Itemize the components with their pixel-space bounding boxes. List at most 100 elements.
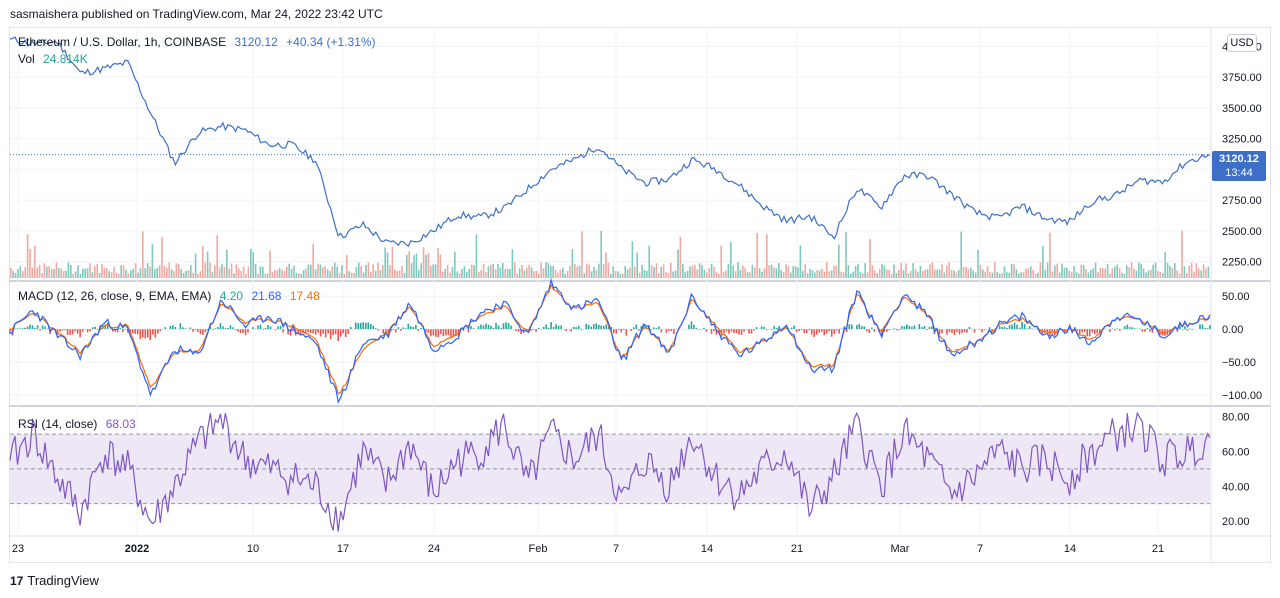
macd-histogram-bar	[1116, 328, 1119, 330]
volume-bar	[1022, 272, 1025, 278]
volume-bar	[396, 271, 398, 278]
macd-histogram-bar	[121, 329, 124, 332]
macd-histogram-bar	[257, 325, 259, 330]
macd-histogram-bar	[845, 329, 848, 332]
macd-histogram-bar	[850, 324, 853, 330]
macd-histogram-bar	[212, 329, 214, 331]
volume-bar	[65, 270, 67, 278]
volume-bar	[302, 270, 305, 278]
volume-bar	[34, 245, 36, 278]
volume-bar	[679, 236, 682, 278]
volume-bar	[686, 270, 689, 278]
volume-bar	[598, 263, 600, 278]
macd-histogram-bar	[913, 325, 916, 330]
volume-bar	[492, 263, 494, 278]
volume-bar	[242, 266, 245, 278]
macd-histogram-bar	[906, 324, 908, 330]
macd-histogram-bar	[192, 329, 194, 332]
macd-histogram-bar	[332, 329, 334, 336]
macd-histogram-bar	[372, 325, 375, 330]
volume-bar	[1178, 273, 1181, 278]
macd-histogram-bar	[247, 329, 249, 333]
rsi-label[interactable]: RSI (14, close)	[18, 417, 98, 431]
volume-bar	[502, 262, 504, 278]
macd-histogram-bar	[931, 326, 933, 330]
macd-histogram-bar	[452, 329, 455, 337]
macd-histogram-bar	[495, 322, 497, 330]
volume-bar	[559, 269, 562, 278]
volume-bar	[278, 267, 281, 278]
volume-bar	[1063, 267, 1066, 278]
volume-bar	[797, 267, 799, 278]
macd-histogram-bar	[182, 327, 184, 330]
macd-histogram-bar	[963, 329, 966, 332]
volume-bar	[446, 264, 449, 278]
volume-bar	[418, 269, 420, 278]
volume-bar	[965, 266, 967, 278]
volume-bar	[962, 266, 965, 278]
macd-histogram-bar	[1161, 329, 1164, 336]
macd-histogram-bar	[790, 327, 793, 330]
macd-histogram-bar	[1098, 329, 1101, 335]
volume-bar	[1003, 266, 1006, 278]
tradingview-brand[interactable]: 17 TradingView	[10, 573, 99, 588]
volume-bar	[221, 264, 223, 278]
currency-button[interactable]: USD	[1227, 34, 1257, 52]
macd-histogram-bar	[750, 329, 753, 334]
macd-histogram-bar	[1016, 324, 1018, 330]
volume-bar	[360, 266, 362, 278]
macd-histogram-bar	[921, 327, 923, 330]
macd-histogram-bar	[617, 329, 620, 331]
macd-histogram-bar	[242, 329, 244, 333]
volume-bar	[281, 269, 283, 278]
volume-bar	[643, 269, 646, 278]
price-axis-label: 3500.00	[1222, 103, 1262, 115]
macd-histogram-bar	[482, 325, 485, 330]
volume-bar	[247, 266, 250, 278]
volume-bar	[989, 272, 991, 278]
volume-bar	[422, 247, 425, 278]
volume-bar	[1008, 272, 1010, 278]
macd-histogram-bar	[725, 329, 728, 332]
volume-bar	[706, 272, 708, 278]
rsi-line	[9, 411, 1211, 532]
volume-bar	[1066, 267, 1068, 278]
volume-bar	[185, 270, 187, 278]
macd-histogram-bar	[500, 328, 502, 330]
volume-bar	[845, 231, 847, 278]
macd-histogram-bar	[888, 329, 891, 331]
macd-histogram-bar	[610, 327, 613, 330]
volume-bar	[1018, 273, 1020, 278]
time-axis-label: 21	[1152, 543, 1164, 555]
volume-bar	[804, 264, 806, 278]
rsi-axis-label: 20.00	[1222, 516, 1250, 528]
macd-histogram-bar	[1108, 329, 1111, 332]
volume-bar	[545, 262, 547, 278]
macd-histogram-bar	[79, 329, 81, 338]
volume-bar	[986, 266, 989, 278]
macd-histogram-bar	[292, 329, 294, 332]
macd-histogram-bar	[239, 329, 242, 333]
macd-label[interactable]: MACD (12, 26, close, 9, EMA, EMA)	[18, 289, 212, 303]
macd-histogram-bar	[575, 327, 577, 330]
macd-histogram-bar	[640, 326, 643, 330]
macd-histogram-bar	[858, 323, 861, 330]
macd-histogram-bar	[1206, 328, 1209, 330]
macd-histogram-bar	[713, 329, 715, 331]
volume-bar	[718, 273, 720, 278]
volume-label[interactable]: Vol	[18, 52, 35, 66]
volume-bar	[586, 263, 588, 278]
macd-histogram-bar	[159, 329, 162, 332]
macd-histogram-bar	[560, 325, 562, 330]
volume-bar	[998, 273, 1001, 278]
macd-histogram-bar	[798, 329, 800, 332]
macd-histogram-bar	[728, 329, 730, 334]
volume-bar	[1159, 272, 1162, 278]
symbol-label[interactable]: Ethereum / U.S. Dollar, 1h, COINBASE	[18, 35, 227, 49]
volume-bar	[960, 231, 962, 278]
volume-bar	[838, 244, 840, 278]
volume-bar	[530, 267, 533, 278]
macd-histogram-bar	[733, 329, 735, 333]
volume-bar	[874, 270, 876, 278]
